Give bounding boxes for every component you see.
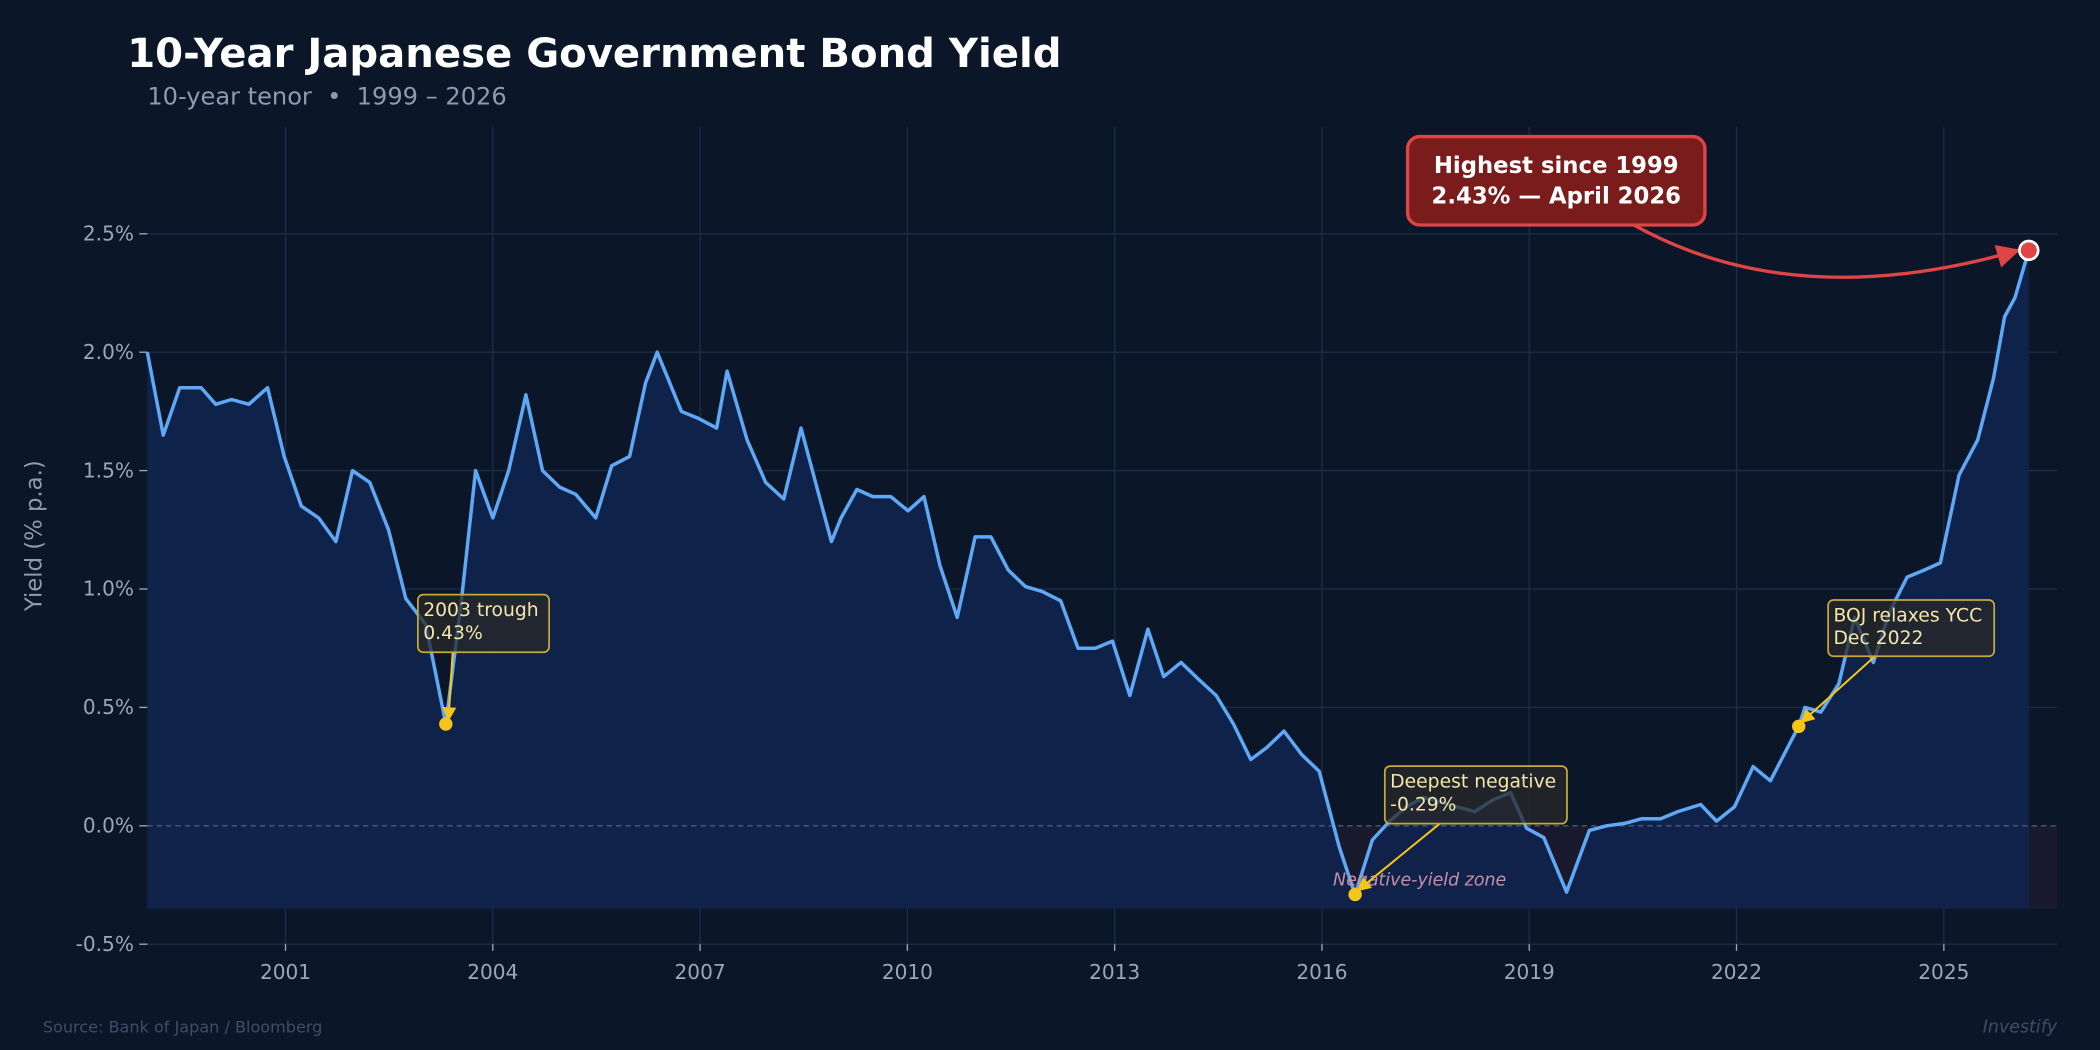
boj-ycc-arrow: [1800, 655, 1876, 724]
x-tick-label: 2022: [1711, 960, 1762, 984]
trough-2003-arrow: [442, 652, 457, 722]
source-note: Source: Bank of Japan / Bloomberg: [43, 1018, 323, 1037]
trough-2003-text: 2003 trough: [423, 600, 538, 621]
negative-zone-label: Negative-yield zone: [1333, 870, 1506, 890]
x-tick-label: 2025: [1918, 960, 1969, 984]
highest-arrow: [1633, 223, 2021, 279]
boj-ycc-text: BOJ relaxes YCC: [1833, 605, 1982, 626]
x-tick-label: 2019: [1504, 960, 1555, 984]
y-tick-label: 2.0%: [83, 340, 134, 364]
boj-ycc-box: [1827, 599, 1996, 658]
y-axis-label: Yield (% p.a.): [22, 460, 48, 612]
x-tick-label: 2016: [1296, 960, 1347, 984]
chart-subtitle: 10-year tenor • 1999 – 2026: [147, 82, 506, 110]
x-tick-label: 2013: [1089, 960, 1140, 984]
chart-title: 10-Year Japanese Government Bond Yield: [127, 31, 1061, 77]
highest-annotation-text: Highest since 1999: [1434, 153, 1679, 179]
axes: -0.5% 0.0% 0.5% 1.0% 1.5% 2.0% 2.5% 2001 2004 200…: [76, 221, 1970, 984]
highest-annotation-text: 2.43% — April 2026: [1432, 184, 1681, 210]
area-fill: [147, 250, 2029, 909]
x-tick-label: 2007: [675, 960, 726, 984]
deepest-negative-text: -0.29%: [1390, 794, 1456, 815]
highest-annotation-box: [1405, 134, 1707, 227]
trough-2003-text: 0.43%: [423, 623, 483, 644]
x-tick-label: 2010: [882, 960, 933, 984]
y-tick-label: 1.0%: [83, 577, 134, 601]
boj-ycc-marker: [1792, 719, 1806, 734]
x-tick-label: 2001: [260, 960, 311, 984]
y-tick-label: 2.5%: [83, 221, 134, 245]
deepest-negative-marker: [1348, 887, 1362, 902]
x-tick-label: 2004: [467, 960, 518, 984]
watermark: Investify: [1983, 1018, 2058, 1038]
yield-line: [145, 249, 2031, 897]
boj-ycc-text: Dec 2022: [1833, 628, 1923, 649]
y-tick-label: -0.5%: [76, 932, 134, 956]
deepest-negative-box: [1383, 765, 1568, 825]
y-tick-label: 0.5%: [83, 695, 134, 719]
deepest-negative-text: Deepest negative: [1390, 772, 1556, 793]
y-tick-label: 1.5%: [83, 458, 134, 482]
y-tick-label: 0.0%: [83, 813, 134, 837]
peak-marker: [2018, 239, 2040, 262]
deepest-negative-arrow: [1356, 822, 1441, 892]
trough-2003-box: [416, 593, 550, 654]
trough-2003-marker: [439, 717, 453, 731]
